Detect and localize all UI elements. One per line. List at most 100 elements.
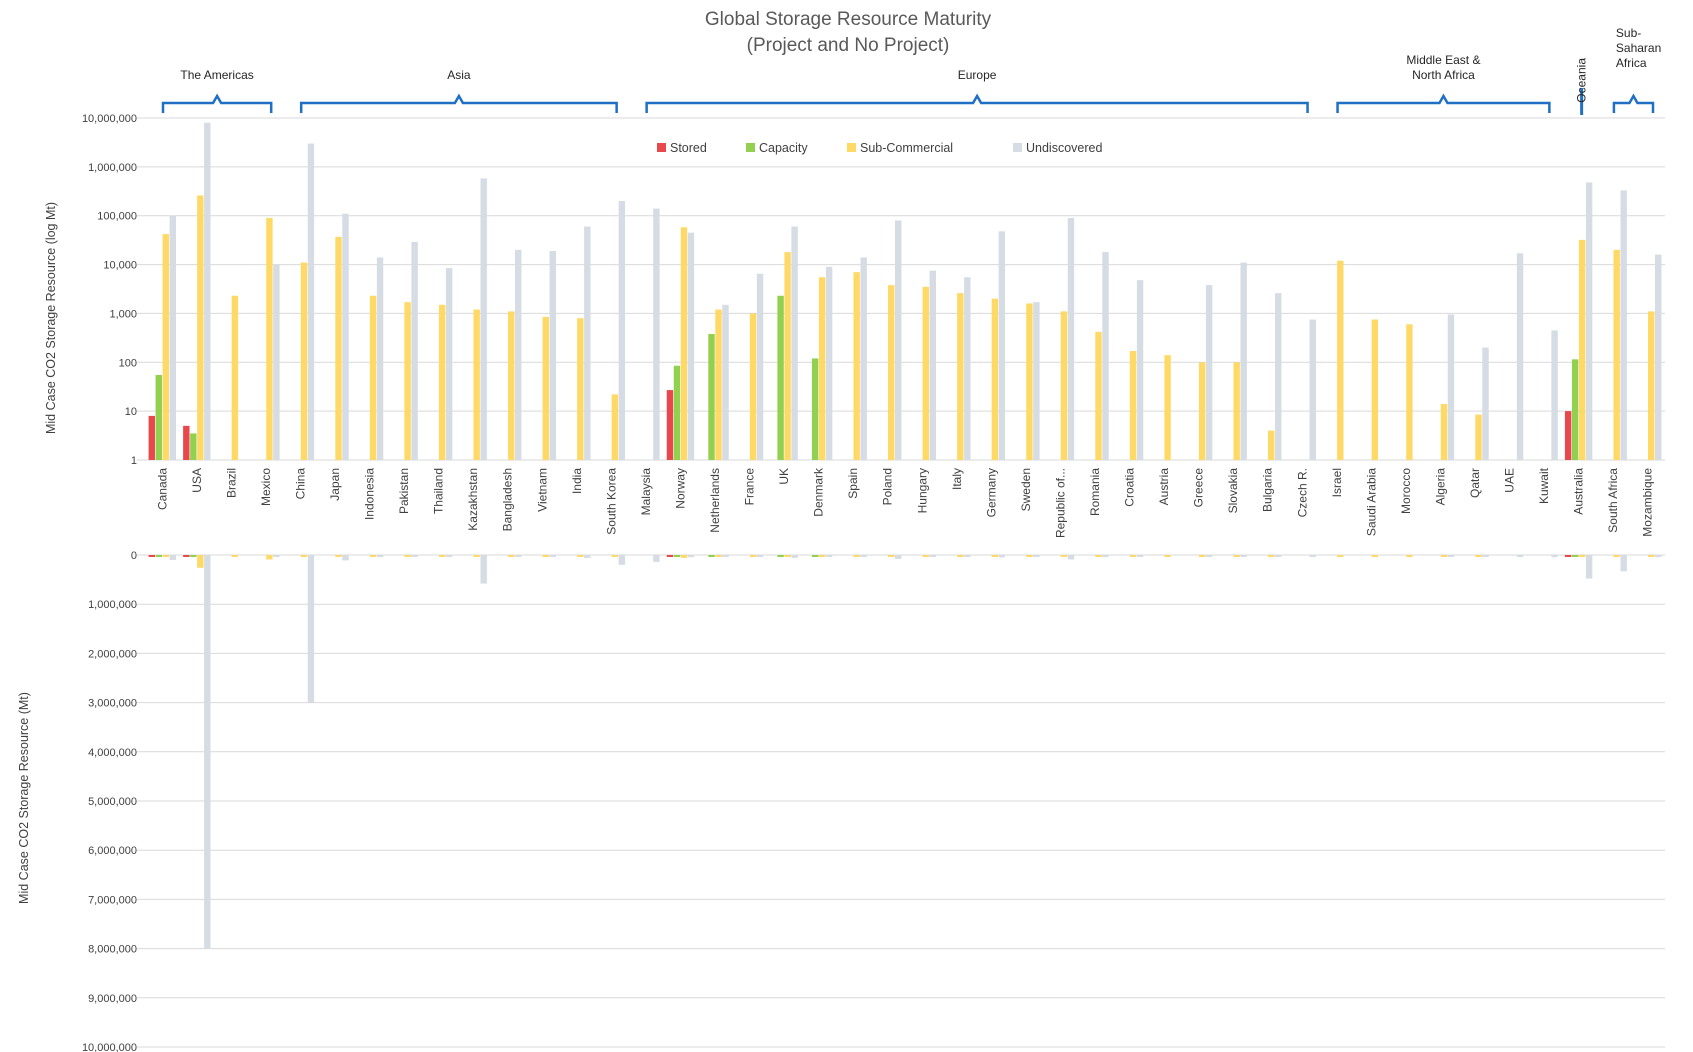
bottom-bar-sub-commercial-26 [1060, 555, 1068, 557]
region-bracket [299, 93, 618, 113]
bar-undiscovered-15 [687, 232, 695, 460]
bottom-bar-sub-commercial-0 [162, 555, 169, 558]
bar-sub-commercial-10 [508, 311, 515, 460]
bottom-bar-capacity-19 [811, 555, 819, 557]
bottom-bar-sub-commercial-3 [266, 555, 273, 560]
bar-sub-commercial-17 [749, 313, 757, 460]
category-label: Sweden [1019, 468, 1033, 511]
bar-sub-commercial-12 [577, 318, 584, 460]
region-label: Oceania [1575, 58, 1589, 103]
bottom-bar-stored-0 [148, 555, 155, 557]
bar-capacity-19 [811, 358, 819, 460]
bottom-y-tick-labels: 0 1,000,000 2,000,000 3,000,000 4,000,000 5,0… [82, 550, 137, 1052]
region-label-line: Asia [447, 68, 471, 82]
bar-undiscovered-41 [1585, 182, 1593, 460]
region-label-line: North Africa [1412, 68, 1475, 82]
bottom-bar-undiscovered-42 [1620, 555, 1627, 572]
bottom-bar-undiscovered-12 [584, 555, 591, 558]
bottom-y-tick-label: 10,000,000 [82, 1042, 137, 1052]
bottom-bar-undiscovered-30 [1205, 555, 1213, 557]
bottom-bar-undiscovered-21 [895, 555, 902, 559]
bottom-bar-undiscovered-4 [307, 555, 315, 703]
top-y-tick-label: 1,000,000 [88, 162, 137, 174]
bottom-bar-capacity-0 [155, 555, 162, 557]
category-label: Slovakia [1226, 468, 1240, 514]
region-brackets: The Americas Asia Europe Middle East & North… [161, 26, 1661, 115]
bar-sub-commercial-4 [300, 262, 308, 460]
bar-stored-0 [148, 415, 155, 460]
region-label-line: Saharan [1616, 41, 1661, 55]
bar-sub-commercial-8 [438, 304, 446, 460]
region-label-line: Africa [1616, 56, 1647, 70]
bottom-bar-stored-1 [183, 555, 190, 557]
bar-undiscovered-10 [515, 249, 522, 460]
top-y-tick-label: 10,000,000 [82, 113, 137, 125]
bottom-bar-undiscovered-18 [791, 555, 798, 558]
category-label: Algeria [1433, 468, 1447, 506]
bottom-bar-undiscovered-15 [687, 555, 695, 558]
bar-sub-commercial-16 [715, 309, 722, 460]
legend-swatch [1013, 143, 1022, 152]
bar-undiscovered-38 [1482, 347, 1489, 460]
bottom-bar-undiscovered-6 [376, 555, 384, 557]
bar-undiscovered-26 [1067, 217, 1075, 460]
bottom-bar-sub-commercial-41 [1578, 555, 1586, 557]
bottom-bar-sub-commercial-20 [853, 555, 860, 557]
top-y-tick-label: 1 [131, 455, 137, 467]
bar-undiscovered-37 [1447, 314, 1455, 460]
bottom-bar-sub-commercial-35 [1371, 555, 1379, 557]
category-label: Italy [950, 468, 964, 490]
bottom-bar-sub-commercial-23 [957, 555, 964, 557]
category-label: Canada [155, 468, 169, 510]
bar-undiscovered-3 [273, 264, 280, 460]
bottom-bar-sub-commercial-29 [1164, 555, 1171, 557]
category-label: Kazakhstan [466, 468, 480, 531]
bar-undiscovered-33 [1309, 319, 1316, 460]
category-label: Austria [1157, 468, 1171, 506]
bar-sub-commercial-31 [1233, 362, 1240, 460]
bottom-bar-undiscovered-11 [549, 555, 556, 557]
bar-undiscovered-20 [860, 257, 867, 460]
category-label: Qatar [1468, 468, 1482, 498]
bar-undiscovered-17 [756, 273, 764, 460]
bar-sub-commercial-43 [1648, 311, 1655, 460]
bottom-bar-undiscovered-24 [998, 555, 1006, 558]
legend-swatch [746, 143, 755, 152]
category-label: USA [190, 468, 204, 493]
bar-sub-commercial-22 [922, 286, 929, 460]
bottom-bar-sub-commercial-12 [577, 555, 584, 557]
category-label: Vietnam [535, 468, 549, 512]
bottom-bar-sub-commercial-25 [1026, 555, 1033, 557]
bottom-bar-undiscovered-23 [964, 555, 971, 557]
top-y-tick-label: 1,000 [109, 308, 137, 320]
bottom-bar-undiscovered-19 [825, 555, 833, 557]
category-label: Poland [881, 468, 895, 505]
legend-swatch [657, 143, 666, 152]
bottom-bar-sub-commercial-11 [542, 555, 549, 557]
bottom-bar-undiscovered-7 [411, 555, 418, 557]
bottom-bar-sub-commercial-19 [818, 555, 826, 557]
region-label: Europe [958, 68, 997, 82]
bottom-bar-undiscovered-32 [1275, 555, 1282, 557]
bar-sub-commercial-28 [1129, 351, 1137, 460]
bar-undiscovered-24 [998, 231, 1006, 460]
bar-undiscovered-6 [376, 257, 384, 460]
bar-sub-commercial-37 [1440, 404, 1448, 460]
bar-sub-commercial-1 [197, 195, 204, 460]
bar-undiscovered-12 [584, 226, 591, 460]
category-label: Kuwait [1537, 467, 1551, 504]
category-label: Hungary [915, 468, 929, 513]
bar-undiscovered-13 [618, 201, 626, 460]
bar-sub-commercial-15 [680, 227, 688, 460]
bottom-bar-sub-commercial-7 [404, 555, 411, 557]
bottom-y-tick-label: 1,000,000 [88, 599, 137, 611]
bottom-bar-sub-commercial-9 [473, 555, 480, 557]
bar-sub-commercial-18 [784, 252, 791, 460]
category-label: South Korea [604, 468, 618, 535]
bottom-bar-undiscovered-26 [1067, 555, 1075, 560]
bottom-bar-sub-commercial-43 [1648, 555, 1655, 557]
bar-sub-commercial-13 [611, 394, 619, 460]
bottom-bar-undiscovered-13 [618, 555, 626, 565]
bottom-bar-undiscovered-41 [1585, 555, 1593, 579]
category-label: South Africa [1606, 468, 1620, 533]
